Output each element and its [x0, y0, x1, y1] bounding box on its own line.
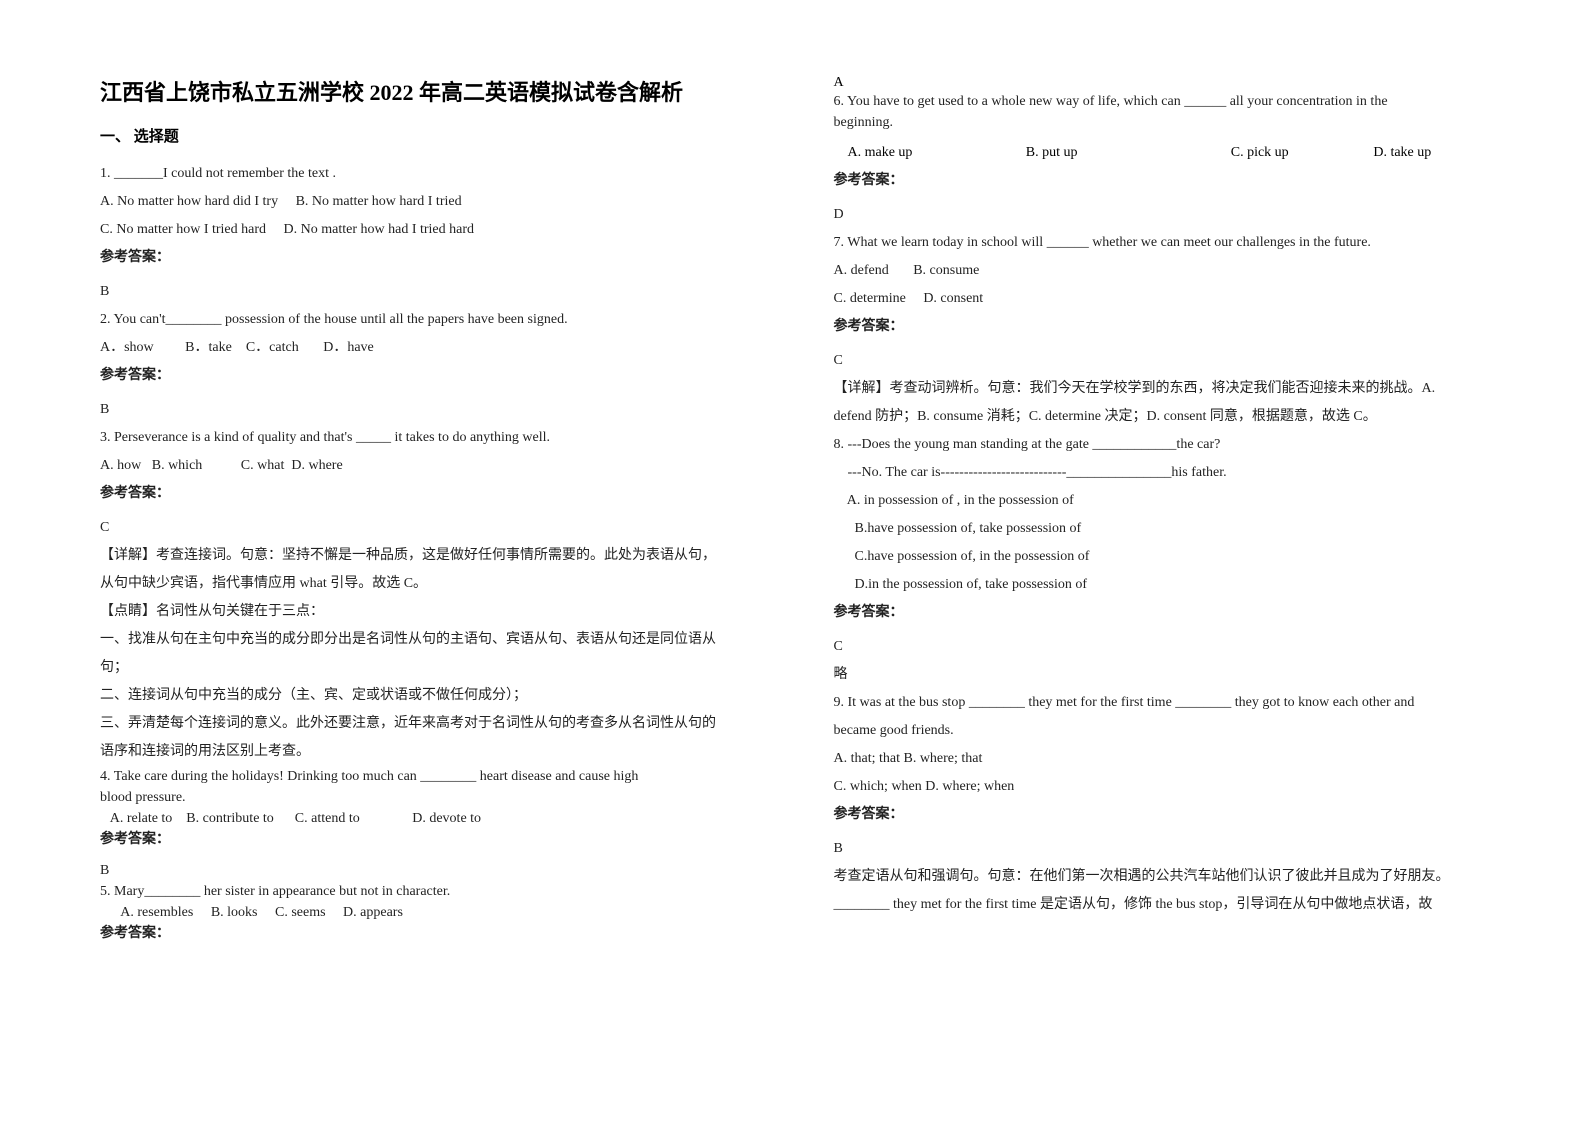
q3-explain1: 【详解】考查连接词。句意：坚持不懈是一种品质，这是做好任何事情所需要的。此处为表…	[100, 542, 774, 570]
q7-answer: C	[834, 347, 1508, 375]
q1-opt-c: C. No matter how I tried hard	[100, 222, 266, 237]
answer-label: 参考答案：	[100, 362, 774, 390]
q1-opt-a: A. No matter how hard did I try	[100, 194, 278, 209]
q7-opt-a: A. defend	[834, 263, 889, 278]
q6-opts: A. make up B. put up C. pick up D. take …	[834, 139, 1508, 167]
q4-opts: A. relate to B. contribute to C. attend …	[100, 808, 774, 829]
q4-stem2: blood pressure.	[100, 787, 774, 808]
q3-tip1: 一、找准从句在主句中充当的成分即分出是名词性从句的主语句、宾语从句、表语从句还是…	[100, 626, 774, 654]
q9-opts-ab: A. that; that B. where; that	[834, 745, 1508, 773]
q3-tip3b: 语序和连接词的用法区别上考查。	[100, 738, 774, 766]
q9-explain1: 考查定语从句和强调句。句意：在他们第一次相遇的公共汽车站他们认识了彼此并且成为了…	[834, 863, 1508, 891]
q3-opt-b: B. which	[152, 458, 203, 473]
q4-stem1: 4. Take care during the holidays! Drinki…	[100, 766, 774, 787]
q3-opt-c: C. what	[241, 458, 285, 473]
q1-opts-row1: A. No matter how hard did I try B. No ma…	[100, 188, 774, 216]
q6-opt-d: D. take up	[1373, 139, 1507, 167]
q2-opt-b: B．take	[185, 340, 232, 355]
q2-opt-a: A．show	[100, 340, 154, 355]
q1-stem: 1. _______I could not remember the text …	[100, 160, 774, 188]
q9-explain2: ________ they met for the first time 是定语…	[834, 891, 1508, 919]
q8-opt-b: B.have possession of, take possession of	[834, 515, 1508, 543]
q7-opts-cd: C. determine D. consent	[834, 285, 1508, 313]
q3-explain2: 从句中缺少宾语，指代事情应用 what 引导。故选 C。	[100, 570, 774, 598]
q1-opt-b: B. No matter how hard I tried	[296, 194, 462, 209]
q8-opt-a: A. in possession of , in the possession …	[834, 487, 1508, 515]
q9-answer: B	[834, 835, 1508, 863]
q9-opts-cd: C. which; when D. where; when	[834, 773, 1508, 801]
q3-tip2: 二、连接词从句中充当的成分（主、宾、定或状语或不做任何成分）；	[100, 682, 774, 710]
q6-stem1: 6. You have to get used to a whole new w…	[834, 91, 1508, 112]
q8-answer: C	[834, 633, 1508, 661]
q1-answer: B	[100, 278, 774, 306]
q3-opt-d: D. where	[291, 458, 342, 473]
q1-opts-row2: C. No matter how I tried hard D. No matt…	[100, 216, 774, 244]
q7-opt-c: C. determine	[834, 291, 906, 306]
q3-opt-a: A. how	[100, 458, 141, 473]
q3-tip3: 三、弄清楚每个连接词的意义。此外还要注意，近年来高考对于名词性从句的考查多从名词…	[100, 710, 774, 738]
q1-opt-d: D. No matter how had I tried hard	[284, 222, 475, 237]
q6-opt-b: B. put up	[1026, 139, 1231, 167]
section-header: 一、 选择题	[100, 125, 774, 146]
q7-opts-ab: A. defend B. consume	[834, 257, 1508, 285]
q8-opt-d: D.in the possession of, take possession …	[834, 571, 1508, 599]
q8-opt-c: C.have possession of, in the possession …	[834, 543, 1508, 571]
q9-stem1: 9. It was at the bus stop ________ they …	[834, 689, 1508, 717]
answer-label: 参考答案：	[100, 244, 774, 272]
q7-stem: 7. What we learn today in school will __…	[834, 229, 1508, 257]
q5-answer: A	[834, 75, 1508, 91]
q8-stem2: ---No. The car is-----------------------…	[834, 459, 1508, 487]
answer-label: 参考答案：	[100, 829, 774, 850]
q6-answer: D	[834, 201, 1508, 229]
q5-opts: A. resembles B. looks C. seems D. appear…	[100, 902, 774, 923]
q4-answer: B	[100, 860, 774, 881]
q8-note: 略	[834, 661, 1508, 689]
q2-opts: A．show B．take C．catch D．have	[100, 334, 774, 362]
page-title: 江西省上饶市私立五洲学校 2022 年高二英语模拟试卷含解析	[100, 75, 774, 107]
answer-label: 参考答案：	[834, 599, 1508, 627]
answer-label: 参考答案：	[834, 801, 1508, 829]
q3-answer: C	[100, 514, 774, 542]
q8-stem1: 8. ---Does the young man standing at the…	[834, 431, 1508, 459]
q2-opt-c: C．catch	[246, 340, 299, 355]
answer-label: 参考答案：	[100, 923, 774, 944]
q3-tip-header: 【点睛】名词性从句关键在于三点：	[100, 598, 774, 626]
q2-answer: B	[100, 396, 774, 424]
q7-explain1: 【详解】考查动词辨析。句意：我们今天在学校学到的东西，将决定我们能否迎接未来的挑…	[834, 375, 1508, 403]
q7-explain2: defend 防护；B. consume 消耗；C. determine 决定；…	[834, 403, 1508, 431]
q3-tip1b: 句；	[100, 654, 774, 682]
q7-opt-b: B. consume	[913, 263, 979, 278]
q3-opts: A. how B. which C. what D. where	[100, 452, 774, 480]
q6-opt-c: C. pick up	[1231, 139, 1374, 167]
q3-stem: 3. Perseverance is a kind of quality and…	[100, 424, 774, 452]
q6-opt-a: A. make up	[848, 139, 1026, 167]
q7-opt-d: D. consent	[923, 291, 983, 306]
q9-stem2: became good friends.	[834, 717, 1508, 745]
answer-label: 参考答案：	[834, 313, 1508, 341]
q5-stem: 5. Mary________ her sister in appearance…	[100, 881, 774, 902]
answer-label: 参考答案：	[100, 480, 774, 508]
q2-opt-d: D．have	[323, 340, 374, 355]
q6-stem2: beginning.	[834, 112, 1508, 133]
q2-stem: 2. You can't________ possession of the h…	[100, 306, 774, 334]
answer-label: 参考答案：	[834, 167, 1508, 195]
